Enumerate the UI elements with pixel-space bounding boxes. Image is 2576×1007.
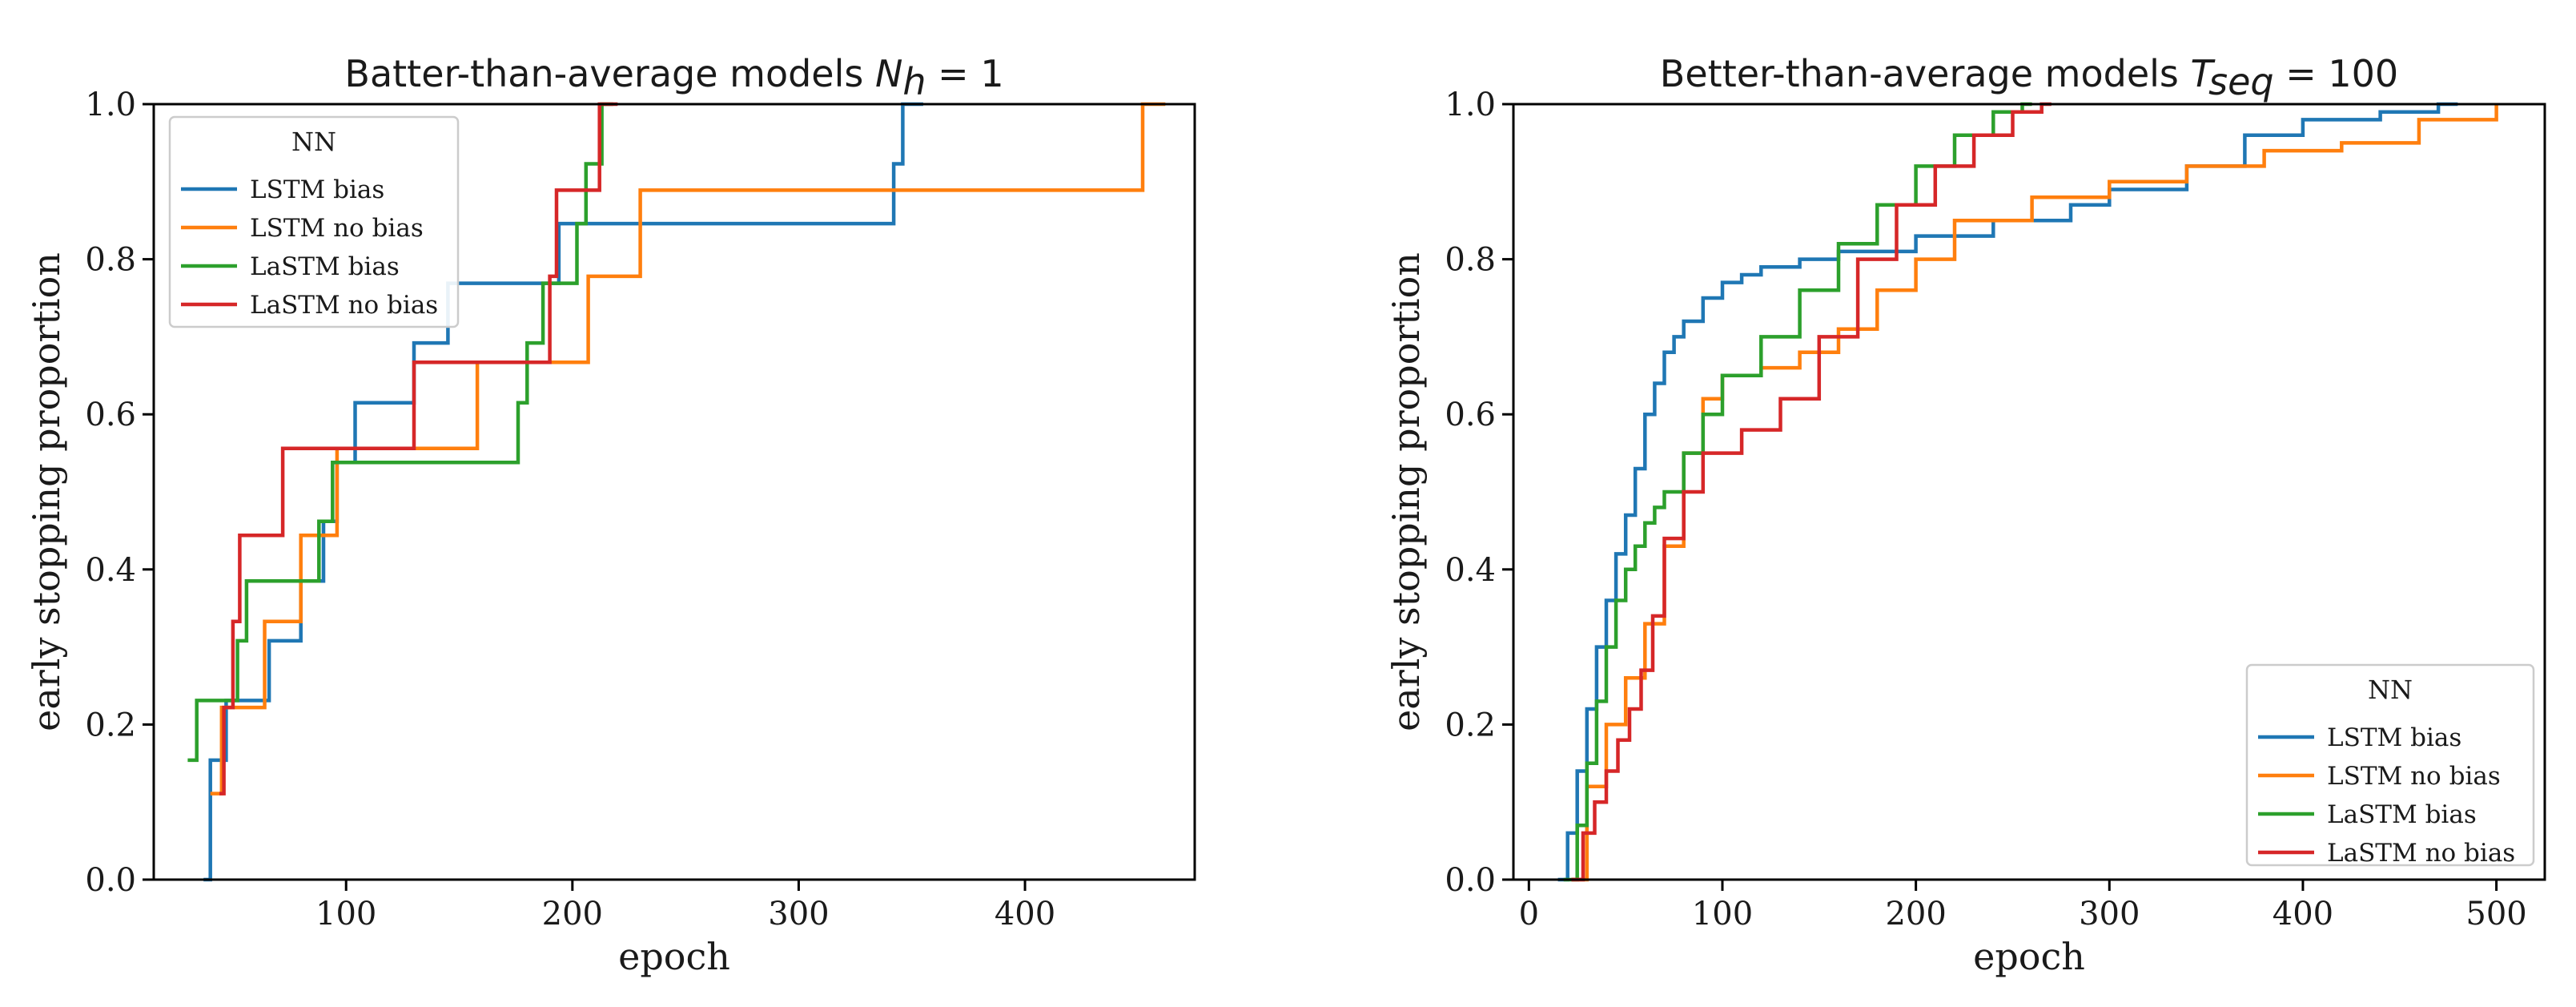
legend-label: LaSTM bias [250,252,400,281]
legend-label: LSTM bias [2327,723,2461,752]
series-line-lastm-bias [1563,102,2032,882]
x-tick-label: 300 [768,896,829,932]
chart-title-math-subscript: h [902,60,926,103]
chart-title: Better-than-average models Tseq = 100 [1660,52,2398,103]
x-tick-label: 300 [2079,896,2140,932]
y-tick-label: 0.2 [1445,707,1496,743]
y-tick-label: 0.4 [1445,552,1496,589]
x-tick-label: 0 [1519,896,1539,932]
chart-title-text: Batter-than-average models [344,52,875,95]
series-line-lastm-no-bias [219,102,618,796]
plot-frame [152,103,1196,881]
legend-label: LSTM no bias [2327,762,2501,791]
legend-label: LaSTM bias [2327,800,2477,829]
x-tick-label: 200 [542,896,603,932]
x-axis-label: epoch [618,935,730,978]
chart-title-math-rhs: = 100 [2274,52,2399,95]
chart-title-math-symbol: N [875,52,902,95]
y-tick-label: 1.0 [1445,87,1496,123]
y-tick-label: 0.0 [1445,862,1496,899]
legend: NN LSTM bias LSTM no bias LaSTM bias LaSTM n… [168,115,460,328]
y-tick-label: 0.6 [85,397,136,433]
x-tick-label: 200 [1885,896,1946,932]
legend-label: LSTM no bias [250,214,424,243]
x-tick-label: 500 [2465,896,2526,932]
chart-title-math-subscript: seq [2208,60,2273,103]
y-tick-label: 0.0 [85,862,136,899]
legend-box [168,115,460,328]
chart-title: Batter-than-average models Nh = 1 [344,52,1003,103]
series-line-lstm-no-bias [1571,104,2498,882]
series-line-lstm-no-bias [210,102,1166,796]
y-tick-label: 0.8 [1445,242,1496,279]
x-tick-label: 400 [995,896,1055,932]
y-axis-label: early stopping proportion [25,252,68,731]
x-axis-label: epoch [1973,935,2085,978]
y-tick-label: 0.4 [85,552,136,589]
x-tick-label: 400 [2273,896,2333,932]
x-tick-label: 100 [1692,896,1753,932]
legend: NN LSTM bias LSTM no bias LaSTM bias LaSTM n… [2245,663,2535,868]
series-line-lastm-bias [187,102,613,763]
legend-title: NN [291,127,336,157]
legend-title: NN [2368,675,2413,705]
chart-title-text: Better-than-average models [1660,52,2191,95]
chart-panel-1: Batter-than-average models Nh = 1 100 200 3… [25,52,1196,978]
chart-title-math-rhs: = 1 [926,52,1004,95]
legend-label: LaSTM no bias [250,291,438,320]
series-line-lastm-no-bias [1571,102,2052,882]
y-tick-label: 0.2 [85,707,136,743]
y-tick-label: 0.6 [1445,397,1496,433]
legend-label: LSTM bias [250,175,384,204]
y-tick-label: 1.0 [85,87,136,123]
legend-label: LaSTM no bias [2327,839,2515,868]
y-tick-label: 0.8 [85,242,136,279]
x-tick-label: 100 [315,896,376,932]
chart-panel-2: Better-than-average models Tseq = 100 0 10… [1384,52,2546,978]
legend-box [2245,663,2535,867]
y-axis-label: early stopping proportion [1384,252,1428,731]
plot-frame [1512,103,2546,881]
